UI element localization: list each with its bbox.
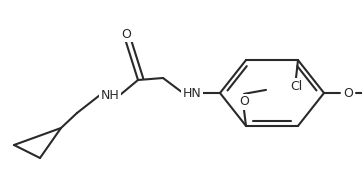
Text: HN: HN [182,86,201,100]
Text: O: O [239,95,249,108]
Text: O: O [121,28,131,41]
Text: O: O [343,86,353,100]
Text: Cl: Cl [290,80,302,93]
Text: NH: NH [101,89,119,102]
